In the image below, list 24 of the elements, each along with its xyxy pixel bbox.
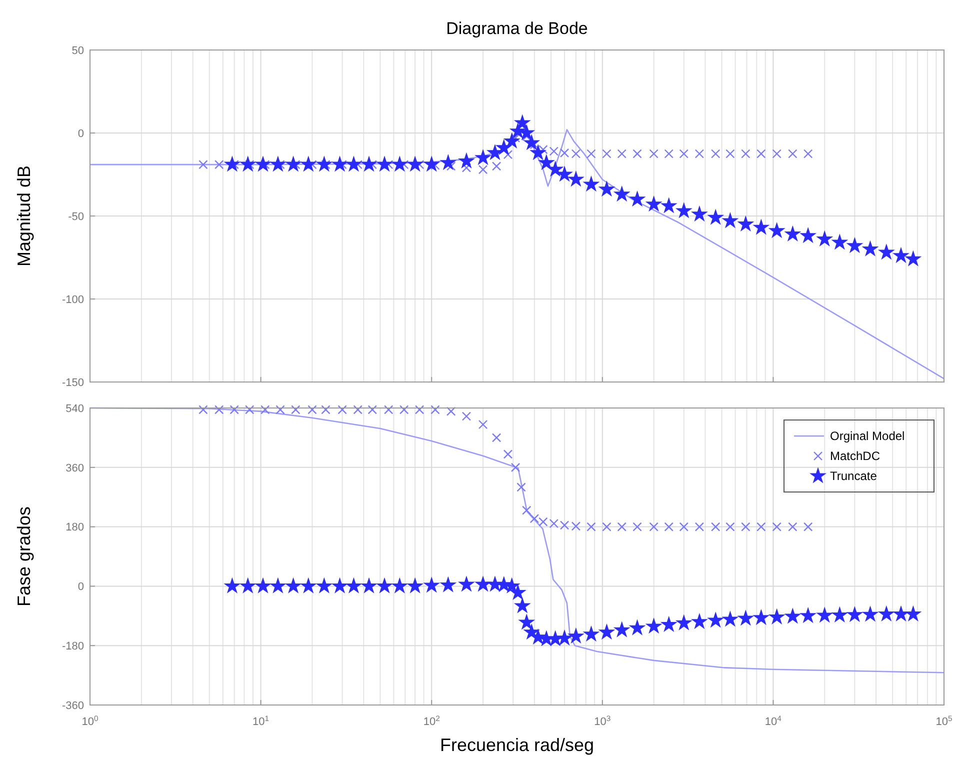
x-tick-label: 10$^{5}$ (936, 714, 952, 728)
x-tick-label: 10$^{0}$ (82, 714, 98, 728)
y-axis-title: Magnitud dB (14, 165, 34, 267)
legend-label: Orginal Model (830, 429, 905, 444)
x-tick-label: 10$^{2}$ (423, 714, 440, 728)
x-tick-label: 10$^{4}$ (764, 714, 782, 728)
y-tick-label: 540 (66, 402, 84, 415)
y-tick-label: -360 (62, 700, 84, 712)
y-tick-label: -100 (62, 294, 84, 306)
x-axis-title: Frecuencia rad/seg (440, 735, 594, 755)
y-tick-label: 0 (78, 581, 84, 594)
legend-label: MatchDC (830, 449, 880, 464)
legend-label: Truncate (830, 469, 878, 484)
y-tick-label: 360 (66, 462, 84, 474)
chart-title: Diagrama de Bode (446, 19, 588, 38)
y-tick-label: 180 (66, 522, 84, 534)
x-tick-label: 10$^{1}$ (252, 714, 270, 728)
y-tick-label: 0 (78, 128, 84, 140)
y-tick-label: -150 (62, 376, 84, 389)
x-tick-label: 10$^{3}$ (594, 714, 611, 728)
y-tick-label: 50 (72, 44, 84, 57)
y-axis-title: Fase grados (14, 506, 34, 607)
y-tick-label: -50 (68, 210, 84, 223)
y-tick-label: -180 (62, 640, 84, 652)
